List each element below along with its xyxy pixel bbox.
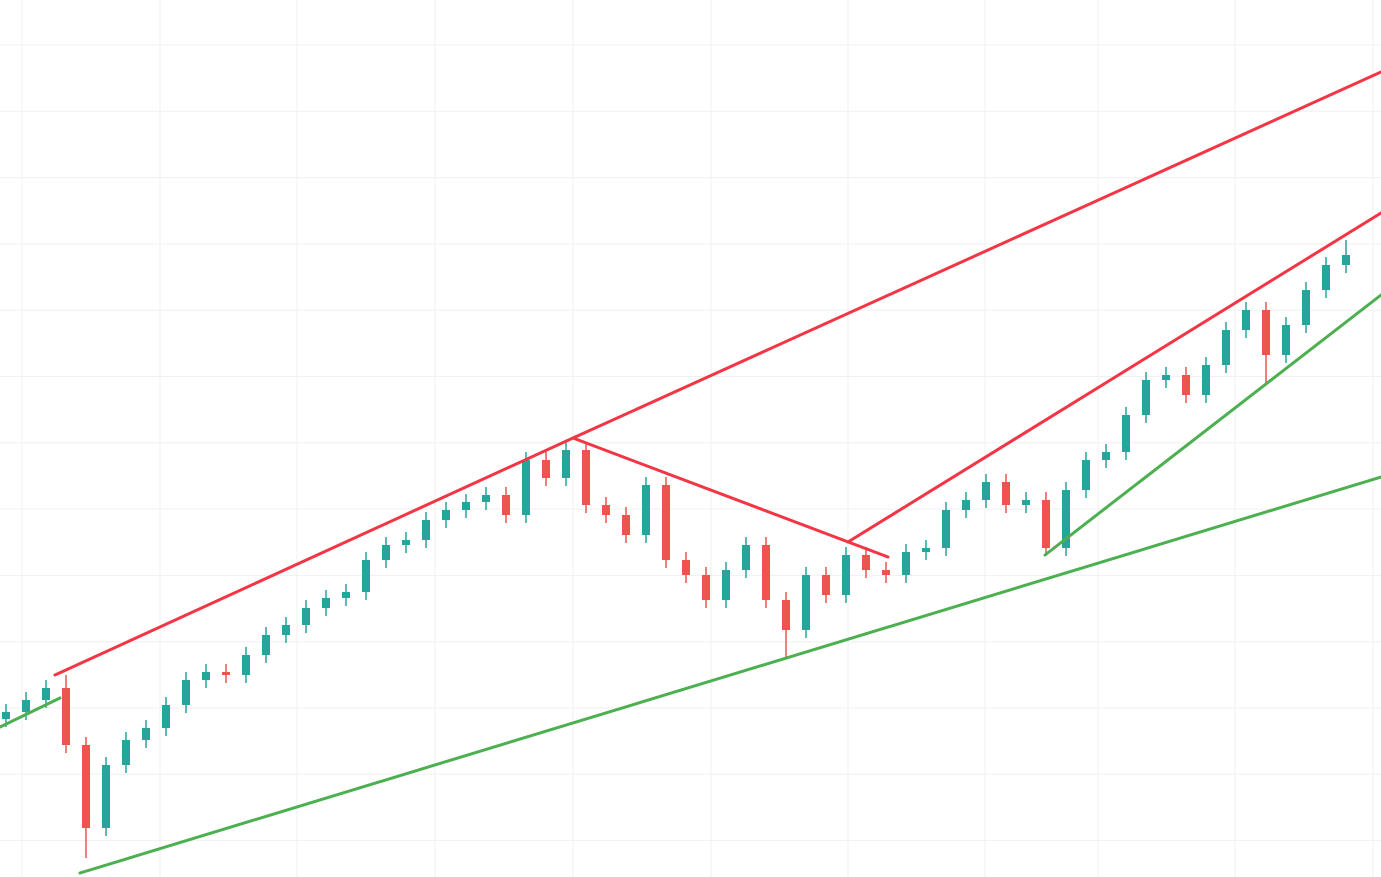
- candle-body: [1142, 380, 1150, 415]
- candle-body: [82, 745, 90, 828]
- candle-body: [1182, 375, 1190, 395]
- candle-body: [962, 500, 970, 510]
- candle-body: [1122, 415, 1130, 452]
- candle-body: [562, 450, 570, 478]
- candle-body: [582, 450, 590, 505]
- candle-body: [1062, 490, 1070, 548]
- candle-body: [1162, 375, 1170, 380]
- candle-body: [1022, 500, 1030, 505]
- candle-body: [622, 515, 630, 535]
- candle-body: [802, 575, 810, 630]
- candle-body: [1262, 310, 1270, 355]
- candle-body: [762, 545, 770, 600]
- candle-body: [702, 575, 710, 600]
- candle-body: [822, 575, 830, 595]
- candle-body: [1342, 255, 1350, 265]
- candle-body: [502, 495, 510, 515]
- candle-body: [422, 520, 430, 540]
- candle-body: [122, 740, 130, 765]
- candle-body: [1102, 452, 1110, 460]
- candle-body: [722, 570, 730, 600]
- candle-body: [662, 485, 670, 560]
- candle-body: [282, 625, 290, 635]
- candle-body: [102, 765, 110, 828]
- candle-body: [1202, 365, 1210, 395]
- candle-body: [142, 728, 150, 740]
- trend-line: [53, 436, 575, 677]
- candle-body: [862, 555, 870, 570]
- candle-body: [742, 545, 750, 570]
- candle-body: [682, 560, 690, 575]
- candle-body: [262, 635, 270, 655]
- candle-body: [322, 598, 330, 608]
- candle-body: [882, 570, 890, 575]
- candle-body: [602, 505, 610, 515]
- candle-body: [42, 688, 50, 700]
- candle-body: [2, 712, 10, 719]
- trend-line: [0, 696, 62, 729]
- candle-body: [202, 672, 210, 680]
- candle-body: [182, 680, 190, 705]
- candle-body: [782, 600, 790, 630]
- candle-body: [402, 540, 410, 545]
- candle-body: [222, 672, 230, 675]
- trend-line: [571, 436, 890, 559]
- trend-line: [846, 211, 1381, 544]
- candle-body: [62, 688, 70, 745]
- candle-body: [462, 502, 470, 510]
- candle-body: [1222, 330, 1230, 365]
- candle-body: [642, 485, 650, 535]
- candle-body: [1302, 290, 1310, 325]
- candle-body: [22, 700, 30, 712]
- candle-body: [1042, 500, 1050, 548]
- candle-body: [242, 655, 250, 675]
- candle-body: [522, 460, 530, 515]
- candle-body: [442, 510, 450, 520]
- candle-body: [842, 555, 850, 595]
- candle-body: [382, 545, 390, 560]
- candle-body: [162, 705, 170, 728]
- candle-body: [1002, 482, 1010, 505]
- candle-body: [1242, 310, 1250, 330]
- candle-body: [1082, 460, 1090, 490]
- trend-line: [571, 70, 1381, 440]
- candle-body: [902, 552, 910, 575]
- candle-body: [942, 510, 950, 548]
- trend-line: [78, 475, 1381, 875]
- candle-body: [1322, 265, 1330, 290]
- candle-body: [1282, 325, 1290, 355]
- candle-body: [482, 495, 490, 502]
- candle-body: [542, 460, 550, 478]
- trend-line: [1043, 293, 1381, 557]
- candle-body: [922, 548, 930, 552]
- candle-body: [342, 592, 350, 598]
- candle-body: [362, 560, 370, 592]
- candle-body: [302, 608, 310, 625]
- candle-body: [982, 482, 990, 500]
